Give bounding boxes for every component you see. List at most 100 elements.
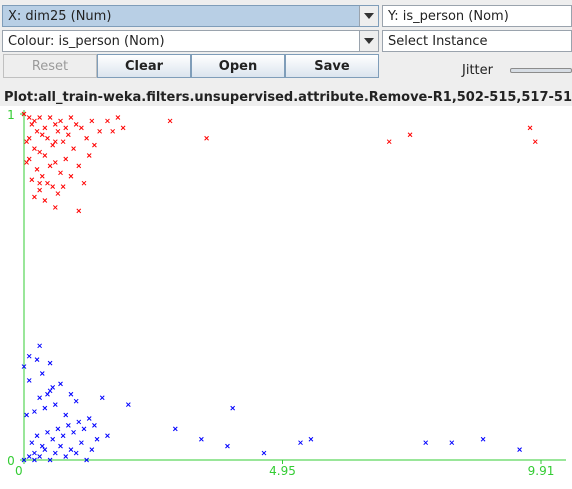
- data-point-bottom: [32, 457, 37, 463]
- data-point-bottom: [423, 440, 429, 446]
- data-point-bottom: [34, 357, 40, 363]
- y-tick-label: 0: [7, 454, 15, 468]
- data-point-bottom: [125, 402, 131, 407]
- data-point-bottom: [21, 457, 27, 463]
- y-axis-select-value: Y: is_person (Nom): [388, 8, 509, 24]
- data-point-bottom: [79, 440, 84, 446]
- data-point-top: [29, 122, 35, 127]
- data-point-bottom: [47, 388, 53, 394]
- data-point-top: [42, 198, 48, 203]
- data-point-top: [68, 173, 74, 179]
- data-point-bottom: [24, 412, 29, 418]
- data-point-bottom: [55, 426, 61, 432]
- x-axis-select-value: X: dim25 (Num): [8, 8, 112, 24]
- data-point-bottom: [199, 436, 204, 442]
- data-point-bottom: [47, 457, 53, 463]
- data-point-top: [63, 125, 69, 131]
- data-point-bottom: [449, 440, 455, 446]
- data-point-top: [32, 194, 37, 200]
- data-point-top: [42, 125, 48, 131]
- plot-title: Plot:all_train-weka.filters.unsupervised…: [4, 90, 572, 105]
- data-point-bottom: [26, 454, 32, 459]
- data-point-top: [97, 128, 102, 134]
- data-point-top: [60, 139, 66, 145]
- chevron-down-icon[interactable]: [359, 31, 378, 51]
- data-point-bottom: [68, 447, 74, 452]
- x-axis-select[interactable]: X: dim25 (Num): [2, 5, 379, 27]
- data-point-top: [45, 180, 50, 186]
- data-point-top: [76, 208, 82, 214]
- data-point-bottom: [92, 423, 97, 428]
- data-point-top: [52, 205, 58, 210]
- data-point-bottom: [105, 433, 110, 439]
- select-instance-value: Select Instance: [388, 33, 488, 49]
- select-instance-select[interactable]: Select Instance: [382, 30, 572, 52]
- data-point-top: [29, 177, 35, 183]
- data-point-top: [32, 118, 37, 124]
- jitter-slider[interactable]: [510, 68, 572, 73]
- data-point-top: [32, 146, 37, 151]
- data-point-top: [386, 139, 392, 145]
- data-point-top: [52, 122, 58, 127]
- data-point-bottom: [26, 353, 32, 359]
- data-point-bottom: [34, 433, 40, 439]
- data-point-top: [21, 111, 27, 117]
- data-point-bottom: [32, 409, 37, 414]
- data-point-bottom: [37, 343, 43, 349]
- data-point-top: [407, 132, 413, 138]
- chevron-down-icon[interactable]: [359, 6, 378, 26]
- data-point-bottom: [261, 450, 267, 456]
- data-point-top: [24, 139, 29, 145]
- data-point-bottom: [517, 447, 522, 452]
- data-point-bottom: [68, 391, 74, 397]
- data-point-bottom: [21, 364, 27, 369]
- data-point-bottom: [58, 443, 63, 449]
- x-tick-label: 0: [15, 464, 23, 478]
- x-tick-label: 9.91: [528, 464, 555, 478]
- data-point-top: [86, 153, 92, 158]
- data-point-bottom: [298, 440, 303, 446]
- data-point-top: [81, 180, 87, 186]
- y-tick-label: 1: [7, 108, 15, 122]
- data-point-top: [65, 132, 71, 138]
- data-point-top: [47, 115, 53, 120]
- data-point-top: [92, 142, 97, 148]
- data-point-top: [50, 142, 56, 148]
- data-point-top: [527, 125, 533, 131]
- data-point-bottom: [26, 378, 32, 383]
- scatter-plot[interactable]: 0 4.95 9.91 0 1: [0, 106, 572, 489]
- x-tick-label: 4.95: [269, 464, 296, 478]
- data-point-top: [79, 125, 84, 131]
- jitter-label: Jitter: [462, 63, 493, 78]
- clear-button[interactable]: Clear: [97, 54, 191, 78]
- data-point-bottom: [308, 436, 314, 442]
- data-point-top: [34, 128, 40, 134]
- data-point-top: [39, 132, 45, 138]
- colour-select[interactable]: Colour: is_person (Nom): [2, 30, 379, 52]
- data-point-bottom: [84, 457, 89, 463]
- data-point-top: [45, 135, 50, 141]
- data-point-top: [89, 118, 95, 124]
- data-point-top: [52, 160, 58, 165]
- data-point-top: [71, 146, 76, 151]
- data-point-top: [50, 184, 56, 190]
- reset-button[interactable]: Reset: [3, 54, 97, 78]
- data-point-bottom: [45, 391, 50, 397]
- data-point-top: [60, 184, 66, 190]
- data-point-top: [37, 180, 43, 186]
- save-button[interactable]: Save: [285, 54, 379, 78]
- data-point-top: [58, 170, 63, 176]
- data-point-bottom: [94, 436, 100, 442]
- y-axis-select[interactable]: Y: is_person (Nom): [382, 5, 572, 27]
- open-button[interactable]: Open: [191, 54, 285, 78]
- colour-select-value: Colour: is_person (Nom): [8, 33, 165, 49]
- data-point-bottom: [42, 447, 48, 452]
- data-point-bottom: [73, 450, 79, 456]
- data-point-bottom: [63, 454, 69, 459]
- data-point-top: [76, 163, 82, 169]
- data-point-bottom: [39, 443, 45, 449]
- data-point-bottom: [37, 454, 43, 459]
- data-point-top: [42, 153, 48, 158]
- data-point-bottom: [225, 443, 230, 449]
- data-point-top: [55, 128, 61, 134]
